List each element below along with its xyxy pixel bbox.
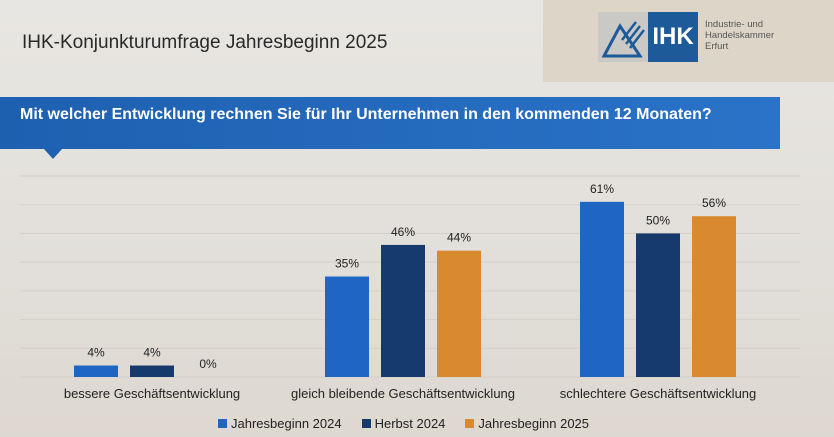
legend-label: Herbst 2024 [374, 416, 446, 431]
bar [381, 244, 425, 377]
question-banner: Mit welcher Entwicklung rechnen Sie für … [0, 97, 780, 149]
bar [692, 216, 736, 377]
data-label: 61% [590, 182, 614, 196]
data-label: 46% [391, 225, 415, 239]
ihk-logo-icon [598, 12, 648, 62]
legend-label: Jahresbeginn 2024 [231, 416, 342, 431]
legend-swatch [218, 419, 227, 428]
data-label: 4% [87, 346, 105, 360]
legend-label: Jahresbeginn 2025 [478, 416, 590, 431]
bar [74, 365, 118, 377]
data-label: 56% [702, 196, 726, 210]
data-label: 0% [199, 357, 217, 371]
bar [130, 365, 174, 377]
data-label: 35% [335, 257, 359, 271]
legend-swatch [465, 419, 475, 428]
logo-text: Industrie- und Handelskammer Erfurt [705, 19, 834, 52]
bar [580, 201, 624, 377]
category-label: schlechtere Geschäftsentwicklung [560, 386, 757, 401]
bar [636, 233, 680, 377]
page-title: IHK-Konjunkturumfrage Jahresbeginn 2025 [22, 32, 388, 53]
category-label: bessere Geschäftsentwicklung [64, 386, 240, 401]
logo-line1: Industrie- und Handelskammer [705, 19, 775, 41]
legend-item: Herbst 2024 [361, 416, 446, 431]
logo-line2: Erfurt [705, 41, 729, 52]
legend-item: Jahresbeginn 2025 [465, 416, 589, 431]
data-label: 4% [143, 346, 161, 360]
bar [325, 276, 369, 377]
category-label: gleich bleibende Geschäftsentwicklung [291, 386, 515, 401]
logo-mark: IHK [648, 12, 698, 62]
data-label: 50% [646, 213, 670, 227]
banner-pointer [44, 149, 62, 159]
data-label: 44% [447, 231, 471, 245]
legend-swatch [361, 419, 371, 428]
legend-item: Jahresbeginn 2024 [218, 416, 342, 431]
bar [437, 250, 481, 377]
legend: Jahresbeginn 2024 Herbst 2024 Jahresbegi… [218, 416, 589, 431]
